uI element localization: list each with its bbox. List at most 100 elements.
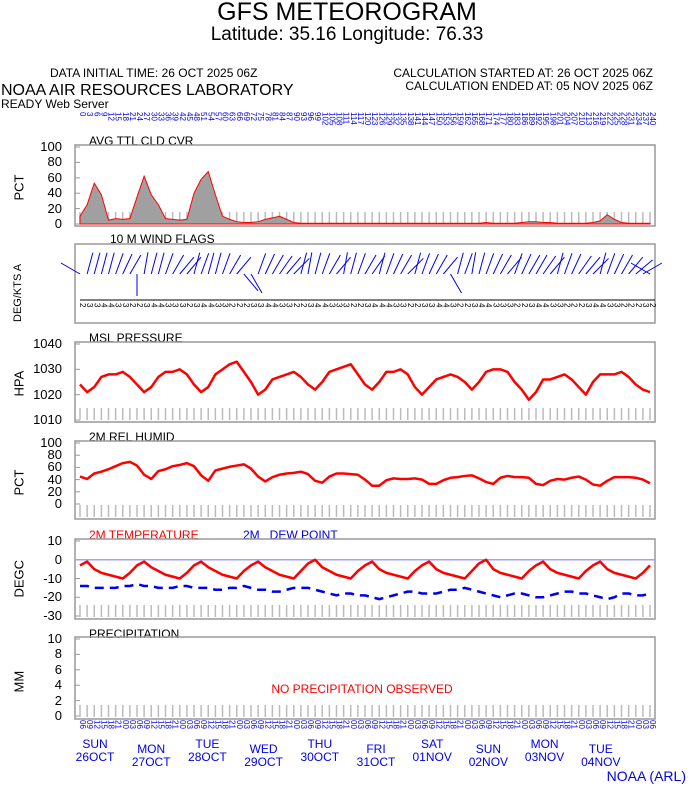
wind-barb: [385, 253, 395, 275]
utc-hour-label: 21: [513, 720, 522, 729]
wind-barb: [86, 252, 94, 275]
utc-hour-label: 09: [85, 720, 94, 729]
utc-hour-label: 00: [463, 720, 472, 729]
wind-speed-label: 4: [320, 303, 329, 308]
forecast-hour-label: 117: [356, 112, 365, 125]
wind-barb: [200, 253, 210, 275]
wind-speed-label: 4: [591, 303, 600, 308]
utc-hour-label: 12: [263, 720, 272, 729]
forecast-hour-label: 36: [164, 112, 173, 121]
wind-speed-label: 4: [534, 303, 543, 308]
precip-ytick-label: 8: [54, 646, 62, 662]
wind-speed-label: 4: [598, 303, 607, 308]
utc-hour-label: 09: [142, 720, 151, 729]
precip-frame: [74, 636, 656, 720]
day-of-week: TUE: [195, 737, 220, 751]
forecast-hour-label: 216: [591, 112, 600, 126]
day-of-week: MON: [137, 742, 166, 756]
wind-speed-label: 3: [327, 303, 336, 308]
utc-hour-label: 18: [278, 720, 287, 729]
wind-speed-label: 3: [548, 303, 557, 308]
wind-speed-label: 3: [221, 303, 230, 308]
forecast-hour-label: 45: [185, 112, 194, 121]
wind-speed-label: 2: [627, 303, 636, 308]
utc-hour-label: 12: [92, 720, 101, 729]
humidity-line: [79, 460, 651, 487]
utc-hour-label: 06: [306, 720, 315, 729]
wind-barb: [122, 253, 133, 275]
utc-hour-label: 06: [591, 720, 600, 729]
wind-speed-label: 3: [612, 303, 621, 308]
wind-barb: [165, 253, 174, 275]
wind-barb: [578, 255, 592, 275]
utc-hour-label: 06: [192, 720, 201, 729]
wind-speed-label: 2: [563, 303, 572, 308]
day-label: WED 29OCT: [244, 743, 283, 769]
wind-speed-label: 3: [192, 303, 201, 308]
day-date: 01NOV: [412, 750, 452, 764]
precip-ytick-label: 2: [54, 692, 62, 708]
wind-barb: [286, 256, 302, 275]
wind-speed-label: 2: [135, 303, 144, 308]
wind-barb: [621, 254, 633, 275]
forecast-hour-label: 177: [498, 112, 507, 126]
wind-barb: [435, 254, 448, 275]
cloud-ytick-label: 20: [47, 200, 62, 216]
forecast-hour-label: 0: [78, 112, 87, 117]
utc-hour-label: 00: [235, 720, 244, 729]
wind-speed-label: 3: [171, 303, 180, 308]
wind-barb: [442, 256, 458, 275]
page-title: GFS METEOROGRAM: [217, 0, 477, 26]
forecast-hour-label: 48: [192, 112, 201, 121]
wind-speed-label: 3: [178, 303, 187, 308]
wind-speed-label: 2: [577, 303, 586, 308]
utc-hour-label: 18: [506, 720, 515, 729]
forecast-hour-label: 225: [612, 112, 621, 126]
utc-hour-label: 03: [641, 720, 650, 729]
wind-speed-label: 3: [342, 303, 351, 308]
forecast-hour-label: 93: [299, 112, 308, 121]
day-of-week: FRI: [366, 742, 386, 756]
utc-hour-label: 18: [449, 720, 458, 729]
wind-barb: [271, 254, 284, 275]
forecast-hour-label: 159: [456, 112, 465, 126]
humidity-ytick-label: 80: [47, 447, 62, 463]
no-precip-annotation: NO PRECIPITATION OBSERVED: [271, 682, 453, 696]
utc-hour-label: 12: [206, 720, 215, 729]
utc-hour-label: 03: [584, 720, 593, 729]
precip-ytick-label: 4: [54, 677, 62, 693]
day-of-week: TUE: [588, 742, 613, 756]
utc-hour-label: 21: [627, 720, 636, 729]
utc-hour-label: 21: [285, 720, 294, 729]
forecast-hour-label: 72: [249, 112, 258, 121]
wind-barb: [193, 252, 201, 275]
wind-speed-label: 2: [620, 303, 629, 308]
forecast-hour-label: 168: [477, 112, 486, 126]
forecast-hour-label: 180: [506, 112, 515, 126]
wind-barb: [129, 254, 142, 275]
wind-speed-label: 3: [335, 303, 344, 308]
forecast-hour-label: 183: [513, 112, 522, 126]
wind-barb: [279, 255, 293, 275]
temperature-ytick-label: 10: [47, 533, 62, 548]
wind-barb: [115, 253, 124, 275]
humidity-ytick-label: 20: [47, 483, 62, 499]
day-label: FRI 31OCT: [357, 743, 396, 769]
wind-speed-label: 2: [185, 303, 194, 308]
forecast-hour-label: 234: [634, 112, 643, 126]
wind-barb: [143, 252, 149, 275]
footer-credit: NOAA (ARL): [606, 768, 686, 784]
dewpoint-line: [80, 582, 651, 601]
wind-barb: [521, 253, 532, 275]
utc-hour-label: 18: [164, 720, 173, 729]
wind-barb: [314, 252, 322, 275]
wind-speed-label: 3: [427, 303, 436, 308]
wind-barb: [222, 253, 231, 275]
wind-barb: [172, 254, 185, 275]
forecast-hour-label: 15: [114, 112, 123, 121]
day-date: 04NOV: [581, 755, 621, 769]
wind-speed-label: 3: [92, 303, 101, 308]
wind-title: 10 M WIND FLAGS: [110, 232, 215, 246]
utc-hour-label: 06: [534, 720, 543, 729]
utc-hour-label: 03: [299, 720, 308, 729]
